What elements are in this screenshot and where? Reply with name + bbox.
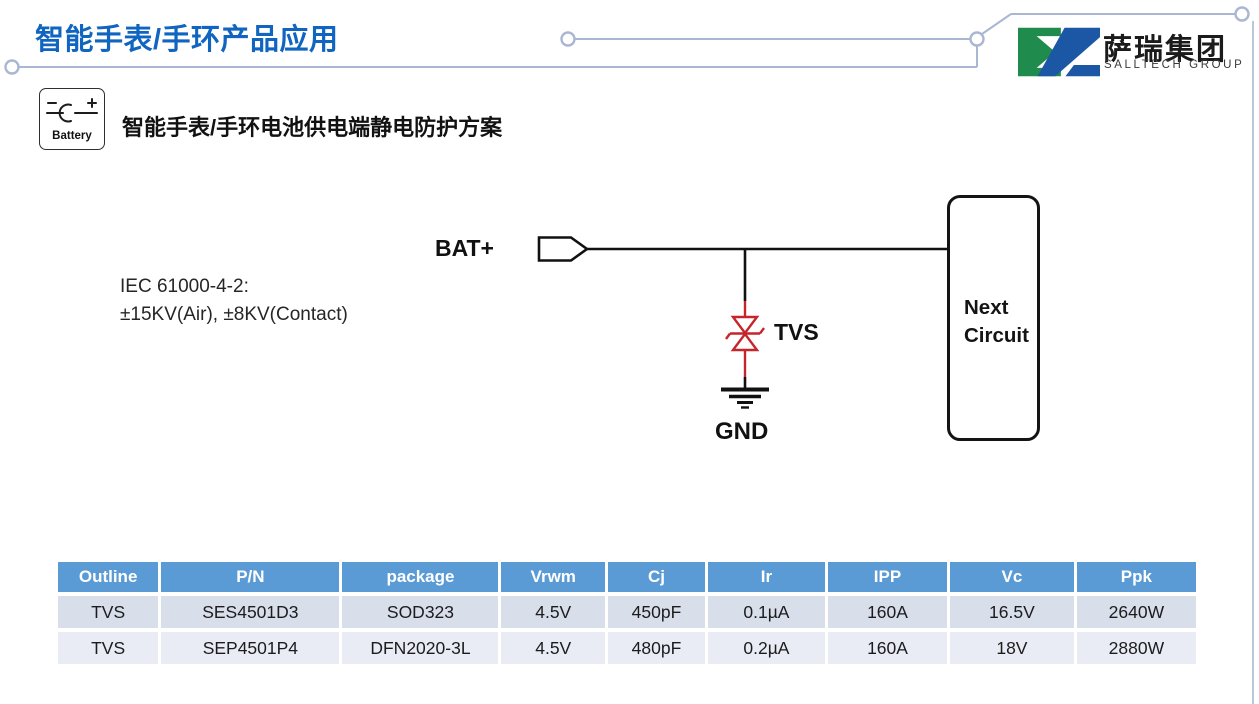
logo-blue-base [1065,65,1100,77]
table-cell: 0.2µA [707,632,825,664]
logo-mark-icon [1018,27,1100,77]
gnd-label: GND [715,418,769,445]
logo-company-name-en: SALLTECH GROUP [1104,59,1245,71]
logo-green-sigma [1018,27,1061,77]
logo-company-name-cn: 萨瑞集团 [1103,34,1228,66]
page-title: 智能手表/手环产品应用 [35,24,339,56]
table-cell: 4.5V [501,632,606,664]
tvs-label: TVS [774,319,819,345]
next-circuit-label: Next Circuit [964,294,1029,350]
table-cell: 2880W [1076,632,1196,664]
battery-badge: Battery [39,88,105,150]
table-cell: 2640W [1076,596,1196,628]
circuit-wires [587,247,948,388]
header-cell-vrwm: Vrwm [501,562,606,592]
table-cell: 450pF [608,596,705,628]
spec-table: Outline P/N package Vrwm Cj Ir IPP Vc Pp… [55,558,1199,668]
bat-connector-symbol [537,236,590,262]
iec-standard-note: IEC 61000-4-2: ±15KV(Air), ±8KV(Contact) [120,273,348,329]
table-cell: 18V [950,632,1074,664]
table-cell: 480pF [608,632,705,664]
header-cell-cj: Cj [608,562,705,592]
table-cell: SOD323 [342,596,499,628]
next-circuit-line2: Circuit [964,324,1029,347]
header-cell-ir: Ir [707,562,825,592]
table-row: TVS SEP4501P4 DFN2020-3L 4.5V 480pF 0.2µ… [58,632,1196,664]
battery-cell-icon [46,98,98,123]
header-cell-outline: Outline [58,562,159,592]
table-cell: 160A [827,632,948,664]
table-row: TVS SES4501D3 SOD323 4.5V 450pF 0.1µA 16… [58,596,1196,628]
next-circuit-box: Next Circuit [947,195,1040,441]
table-cell: DFN2020-3L [342,632,499,664]
battery-badge-label: Battery [52,130,92,142]
table-cell: TVS [58,632,159,664]
table-cell: 16.5V [950,596,1074,628]
ground-symbol [721,387,769,409]
header-cell-package: package [342,562,499,592]
header-cell-vc: Vc [950,562,1074,592]
iec-standard-line1: IEC 61000-4-2: [120,276,249,297]
section-title: 智能手表/手环电池供电端静电防护方案 [122,115,503,140]
table-cell: 160A [827,596,948,628]
company-logo [1018,26,1248,78]
header-cell-pn: P/N [161,562,340,592]
bat-plus-label: BAT+ [435,235,494,261]
table-cell: 4.5V [501,596,606,628]
table-cell: SEP4501P4 [161,632,340,664]
table-cell: TVS [58,596,159,628]
iec-standard-line2: ±15KV(Air), ±8KV(Contact) [120,304,348,325]
header-cell-ipp: IPP [827,562,948,592]
header-cell-ppk: Ppk [1076,562,1196,592]
spec-table-header-row: Outline P/N package Vrwm Cj Ir IPP Vc Pp… [58,562,1196,592]
logo-blue-stroke [1037,27,1100,77]
table-cell: SES4501D3 [161,596,340,628]
table-cell: 0.1µA [707,596,825,628]
next-circuit-line1: Next [964,296,1009,319]
tvs-diode-symbol [725,301,765,377]
